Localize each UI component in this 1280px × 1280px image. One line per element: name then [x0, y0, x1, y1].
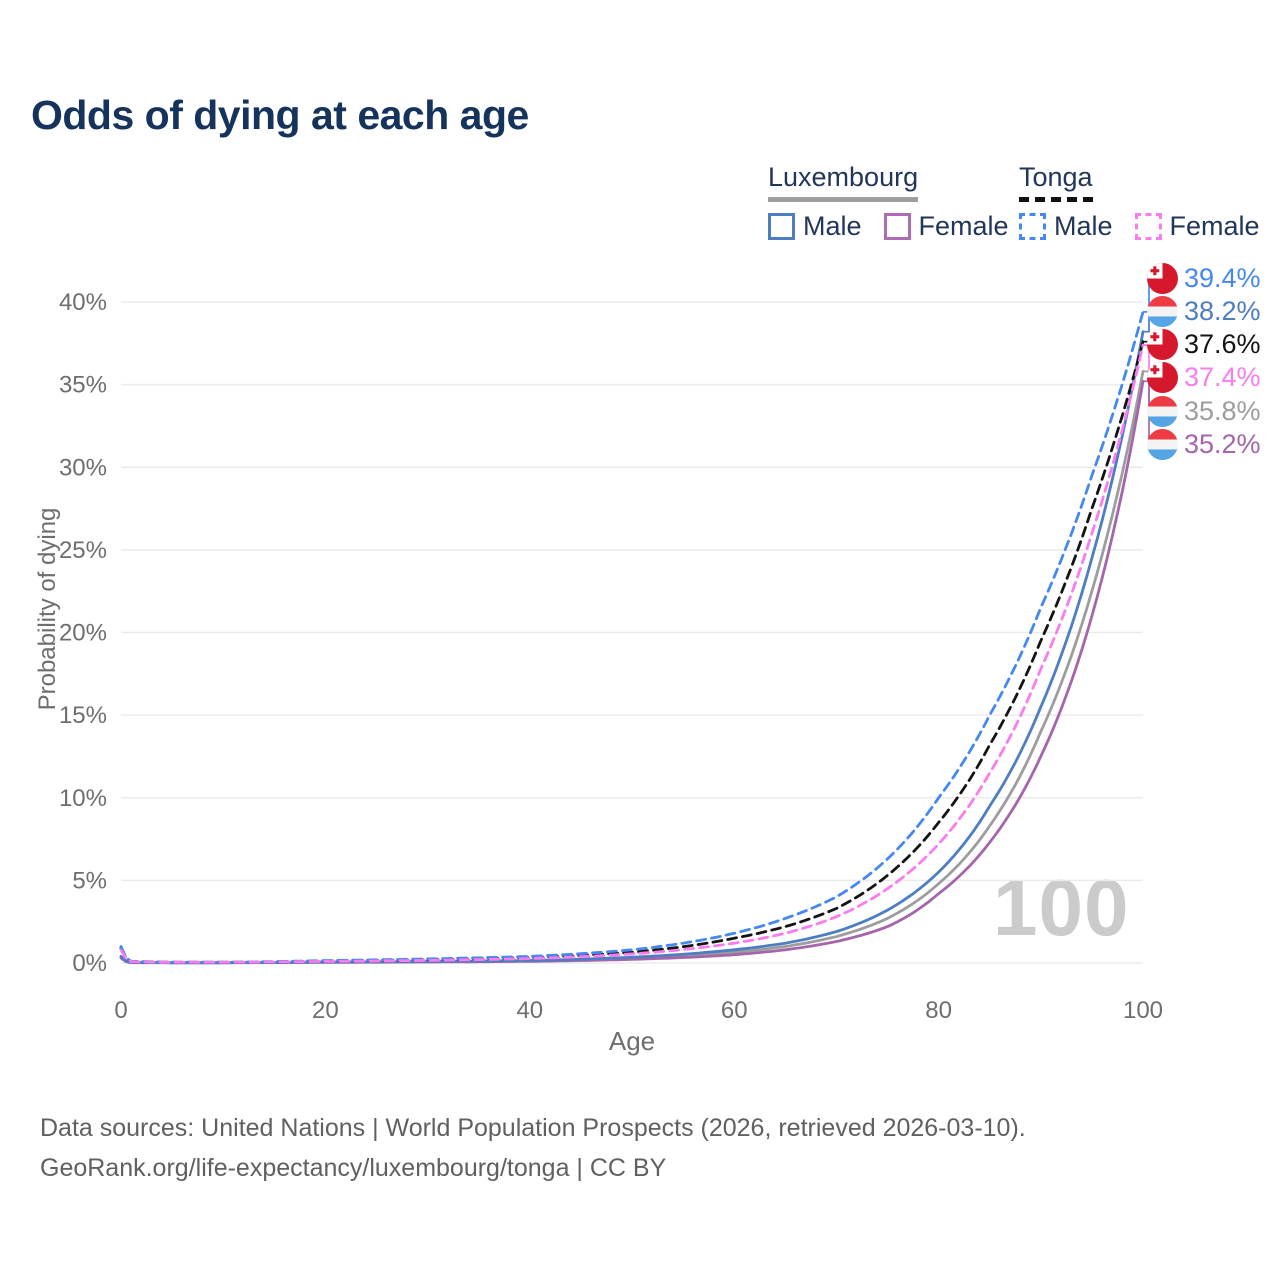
data-sources-line: Data sources: United Nations | World Pop…: [40, 1114, 1026, 1142]
end-label-value: 38.2%: [1184, 295, 1261, 326]
luxembourg-flag-icon: [1147, 295, 1178, 327]
legend-label: Male: [803, 211, 862, 241]
y-tick-label: 20%: [59, 620, 107, 647]
legend-item-luxembourg-male[interactable]: Male: [768, 211, 862, 242]
legend-item-luxembourg-female[interactable]: Female: [883, 211, 1009, 242]
tonga-female-swatch-icon: [1134, 213, 1162, 240]
luxembourg-flag-icon: [1147, 395, 1178, 427]
legend-group-luxembourg: Luxembourg Male Female: [768, 162, 1009, 242]
x-tick-label: 60: [721, 997, 748, 1024]
y-tick-label: 35%: [59, 372, 107, 399]
legend-label: Male: [1054, 211, 1113, 241]
x-axis-title: Age: [608, 1026, 656, 1056]
legend-label: Female: [1169, 211, 1260, 241]
tonga-flag-icon: [1147, 262, 1178, 294]
mortality-line-chart: 0% 5% 10% 15% 20% 25% 30% 35% 40% 0 20 40 60 80 100: [59, 277, 1163, 1024]
end-label-value: 35.2%: [1184, 429, 1261, 459]
y-tick-label: 10%: [59, 785, 107, 812]
y-axis-title: Probability of dying: [34, 507, 61, 711]
page-title: Odds of dying at each age: [31, 92, 529, 138]
tonga-flag-icon: [1147, 362, 1178, 394]
y-tick-label: 30%: [59, 454, 107, 481]
legend-title-luxembourg[interactable]: Luxembourg: [768, 162, 919, 202]
luxembourg-male-swatch-icon: [768, 213, 795, 240]
legend-group-tonga: Tonga Male Female: [1019, 162, 1260, 242]
end-label-row: 35.8%: [1147, 395, 1261, 427]
series-line-luxembourg-both: [119, 370, 1145, 965]
x-tick-label: 20: [312, 997, 339, 1024]
x-tick-label: 40: [516, 997, 543, 1024]
end-label-value: 37.6%: [1184, 329, 1261, 360]
license-line: GeoRank.org/life-expectancy/luxembourg/t…: [40, 1154, 667, 1182]
end-label-row: 37.4%: [1147, 362, 1261, 394]
luxembourg-flag-icon: [1147, 429, 1178, 460]
end-label-row: 39.4%: [1147, 262, 1261, 294]
y-tick-label: 5%: [72, 867, 107, 894]
y-tick-label: 15%: [59, 702, 107, 729]
series-line-tonga-both: [119, 340, 1145, 964]
tonga-male-swatch-icon: [1019, 213, 1046, 240]
legend-label: Female: [918, 211, 1009, 241]
y-tick-label: 25%: [59, 537, 107, 564]
x-tick-label: 100: [1123, 997, 1163, 1024]
legend-item-tonga-female[interactable]: Female: [1134, 211, 1260, 242]
y-tick-label: 40%: [59, 289, 107, 316]
luxembourg-female-swatch-icon: [883, 213, 911, 240]
series-line-luxembourg-female: [119, 379, 1145, 965]
end-label-row: 38.2%: [1147, 295, 1261, 327]
end-label-value: 35.8%: [1184, 395, 1261, 426]
legend-title-tonga[interactable]: Tonga: [1019, 162, 1093, 202]
end-label-row: 37.6%: [1147, 329, 1261, 361]
y-tick-label: 0%: [72, 950, 107, 977]
attribution-footer: Data sources: United Nations | World Pop…: [40, 1108, 1026, 1188]
x-tick-label: 0: [114, 997, 127, 1024]
end-label-value: 39.4%: [1184, 262, 1261, 293]
x-tick-label: 80: [925, 997, 952, 1024]
legend-item-tonga-male[interactable]: Male: [1019, 211, 1113, 242]
end-label-value: 37.4%: [1184, 362, 1261, 393]
tonga-flag-icon: [1147, 329, 1178, 361]
series-line-tonga-female: [119, 343, 1145, 964]
end-label-row: 35.2%: [1147, 429, 1261, 461]
series-line-luxembourg-male: [119, 330, 1145, 965]
series-line-tonga-male: [119, 310, 1145, 964]
